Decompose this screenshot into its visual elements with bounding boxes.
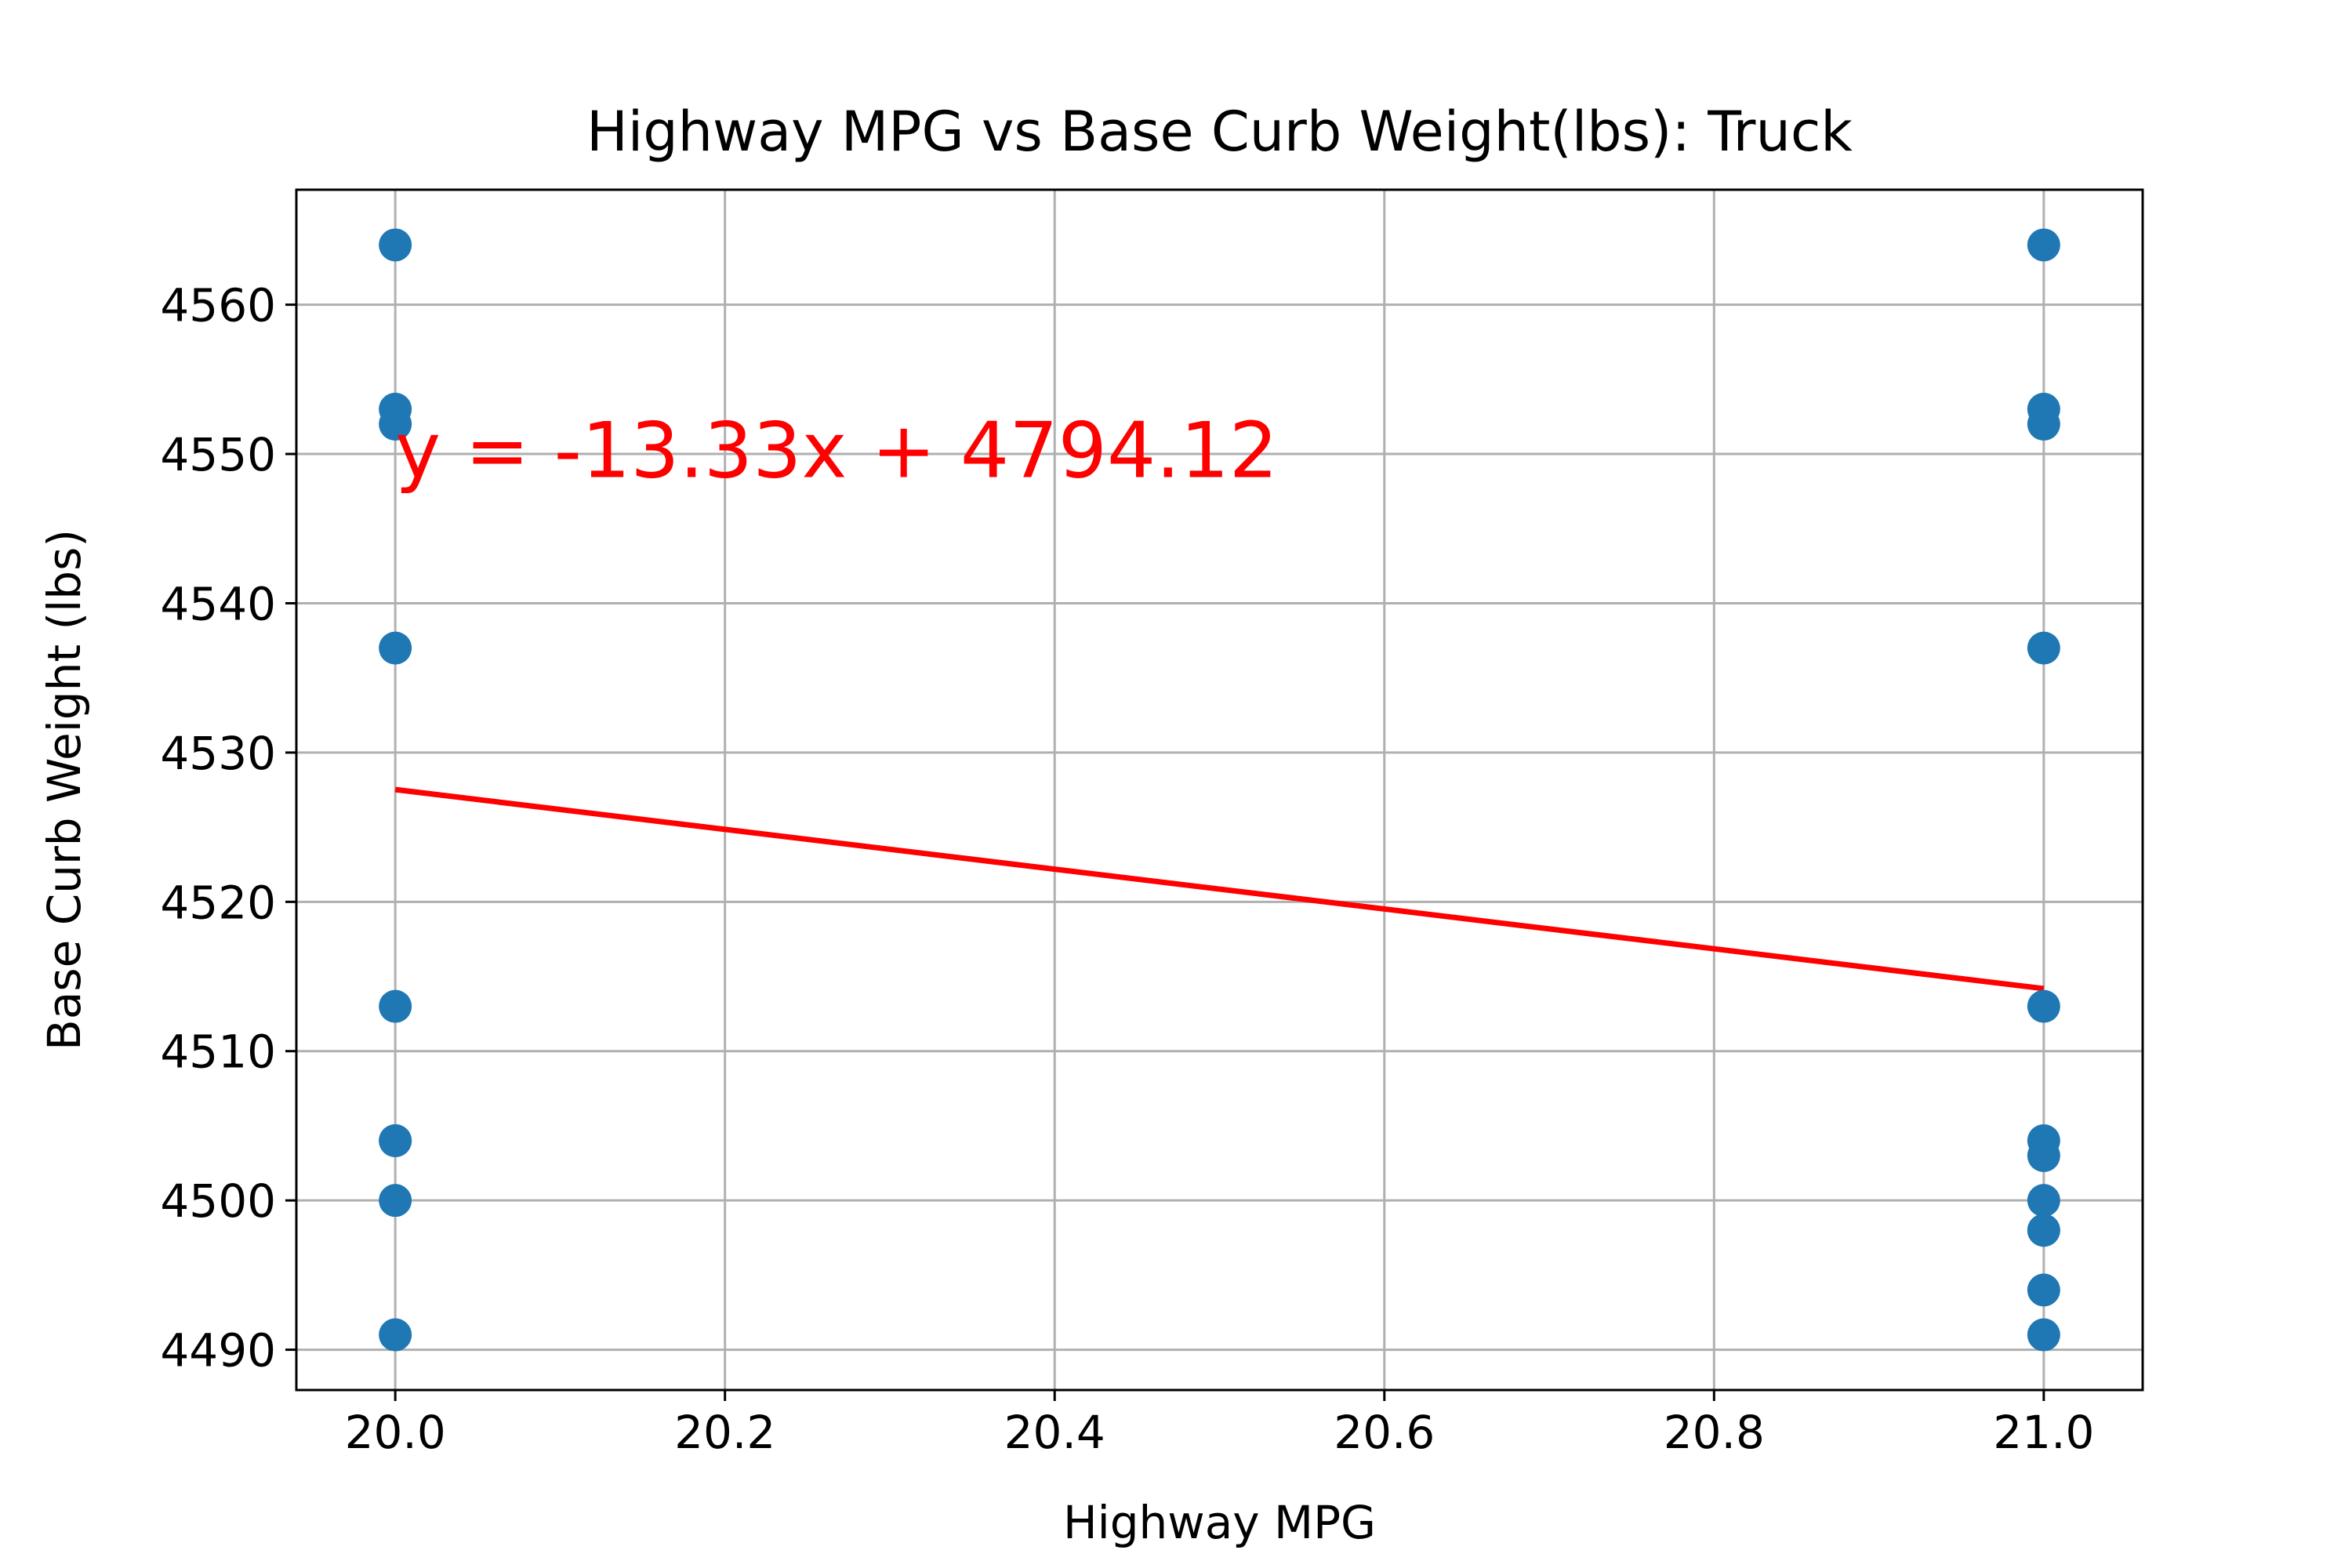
data-point xyxy=(2027,1273,2060,1307)
y-axis-label: Base Curb Weight (lbs) xyxy=(38,529,91,1051)
data-point xyxy=(2027,1184,2060,1218)
y-tick-label: 4490 xyxy=(160,1324,276,1377)
y-tick-label: 4550 xyxy=(160,428,276,481)
chart-title: Highway MPG vs Base Curb Weight(lbs): Tr… xyxy=(586,100,1853,164)
data-point xyxy=(379,989,412,1023)
data-point xyxy=(379,228,412,262)
data-point xyxy=(2027,989,2060,1023)
y-tick-label: 4530 xyxy=(160,727,276,780)
data-point xyxy=(379,1123,412,1157)
data-points xyxy=(379,228,2060,1352)
data-point xyxy=(2027,1139,2060,1173)
y-tick-label: 4500 xyxy=(160,1174,276,1228)
x-axis-label: Highway MPG xyxy=(1063,1496,1376,1549)
data-point xyxy=(2027,228,2060,262)
data-point xyxy=(2027,631,2060,665)
y-tick-label: 4510 xyxy=(160,1025,276,1079)
data-point xyxy=(2027,1318,2060,1352)
regression-line xyxy=(394,786,2045,992)
data-point xyxy=(379,1318,412,1352)
y-tick-label: 4560 xyxy=(160,279,276,332)
regression-equation-label: y = -13.33x + 4794.12 xyxy=(395,407,1278,496)
data-point xyxy=(2027,1214,2060,1247)
data-point xyxy=(2027,407,2060,441)
axis-ticks: 20.0 20.2 20.4 20.6 20.8 21.0 4490 4500 4510 4520… xyxy=(160,279,2094,1459)
plot-area-frame xyxy=(295,188,2144,1392)
x-tick-label: 20.6 xyxy=(1334,1406,1435,1459)
x-tick-label: 20.2 xyxy=(674,1406,775,1459)
x-tick-label: 20.0 xyxy=(345,1406,446,1459)
regression-layer xyxy=(394,786,2045,992)
x-tick-label: 20.8 xyxy=(1664,1406,1765,1459)
x-tick-label: 21.0 xyxy=(1993,1406,2094,1459)
data-point xyxy=(379,1184,412,1218)
y-tick-label: 4540 xyxy=(160,577,276,630)
data-point xyxy=(379,407,412,441)
x-tick-label: 20.4 xyxy=(1004,1406,1105,1459)
grid-lines xyxy=(296,190,2143,1390)
data-point xyxy=(379,631,412,665)
y-tick-label: 4520 xyxy=(160,876,276,929)
